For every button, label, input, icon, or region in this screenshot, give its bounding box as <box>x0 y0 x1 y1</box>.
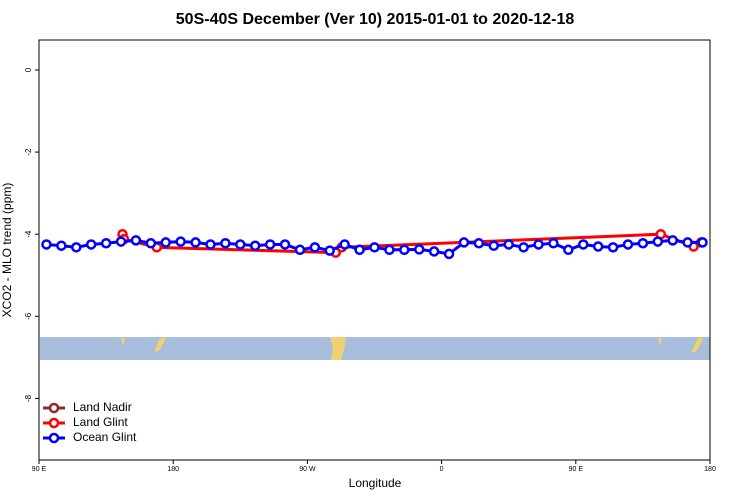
x-axis-label: Longitude <box>349 476 402 490</box>
data-point <box>488 240 500 251</box>
legend-marker <box>48 402 60 414</box>
data-point <box>518 242 529 253</box>
data-point <box>264 239 276 250</box>
data-point <box>324 245 336 256</box>
x-tick-label: 90 W <box>299 466 316 473</box>
x-tick-label: 0 <box>440 466 444 473</box>
x-tick-label: 90 E <box>569 466 584 473</box>
x-tick-label: 180 <box>704 466 716 473</box>
data-point <box>667 235 678 246</box>
data-point <box>354 244 365 256</box>
data-point <box>85 239 97 250</box>
land <box>330 337 346 360</box>
x-tick-label: 180 <box>167 466 179 473</box>
legend-label: Land Glint <box>73 415 128 429</box>
data-point <box>339 239 350 250</box>
land <box>154 338 166 352</box>
plot-frame <box>38 39 711 461</box>
data-point <box>413 244 425 255</box>
data-point <box>637 237 649 249</box>
y-tick-label: 0 <box>24 67 33 72</box>
data-point <box>399 244 410 256</box>
legend-marker <box>48 432 60 444</box>
y-tick-label: -6 <box>24 312 33 320</box>
legend-label: Land Nadir <box>73 400 132 414</box>
data-point <box>592 241 604 252</box>
land <box>691 338 704 352</box>
data-point <box>682 237 693 248</box>
ocean-band <box>40 337 710 360</box>
data-point <box>190 237 201 248</box>
data-point <box>100 237 112 249</box>
chart-title: 50S-40S December (Ver 10) 2015-01-01 to … <box>176 11 575 28</box>
legend-marker <box>48 417 60 429</box>
data-point <box>473 237 485 249</box>
data-point <box>160 237 171 248</box>
map-strip <box>40 337 710 360</box>
land <box>658 338 662 344</box>
data-point <box>175 236 186 247</box>
data-point <box>428 246 440 257</box>
data-point <box>533 239 544 250</box>
y-tick-label: -4 <box>24 230 33 238</box>
data-point <box>56 240 67 251</box>
data-point <box>369 242 380 253</box>
data-point <box>220 237 231 249</box>
data-point <box>652 236 664 247</box>
data-point <box>548 237 559 249</box>
data-point <box>607 242 619 253</box>
data-point <box>443 248 455 260</box>
data-point <box>145 237 157 249</box>
plot-area <box>41 228 708 260</box>
data-point <box>578 239 589 250</box>
data-point <box>458 237 470 248</box>
y-axis-label: XCO2 - MLO trend (ppm) <box>0 183 14 318</box>
data-point <box>294 244 306 256</box>
data-point <box>697 237 708 248</box>
data-point <box>130 235 142 246</box>
land <box>121 338 125 344</box>
data-point <box>235 239 246 250</box>
data-point <box>503 239 514 250</box>
data-point <box>563 244 574 256</box>
data-point <box>71 242 82 253</box>
y-tick-label: -8 <box>24 394 33 402</box>
y-tick-label: -2 <box>24 148 33 156</box>
data-point <box>279 239 291 250</box>
x-tick-label: 90 E <box>32 466 47 473</box>
legend-label: Ocean Glint <box>73 430 137 444</box>
data-point <box>249 240 261 251</box>
data-point <box>622 239 634 250</box>
data-point <box>205 239 216 250</box>
data-point <box>309 242 321 253</box>
data-point <box>384 244 395 256</box>
data-point <box>115 236 127 247</box>
data-point <box>41 239 52 250</box>
